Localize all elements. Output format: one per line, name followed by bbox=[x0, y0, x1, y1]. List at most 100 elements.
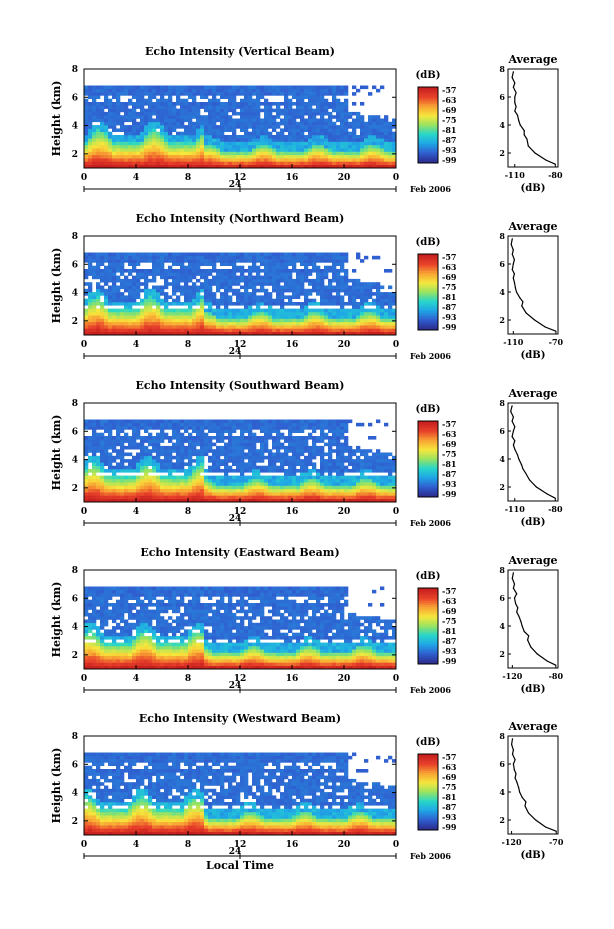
heatmap-cell bbox=[312, 98, 317, 103]
heatmap-cell bbox=[288, 308, 293, 313]
colorbar-tick-label: -63 bbox=[442, 95, 457, 105]
heatmap-cell bbox=[252, 151, 257, 156]
heatmap-cell bbox=[388, 331, 393, 336]
heatmap-cell bbox=[300, 422, 305, 427]
colorbar-segment bbox=[418, 102, 438, 105]
heatmap-cell bbox=[168, 111, 173, 116]
heatmap-cell bbox=[164, 302, 169, 306]
heatmap-cell bbox=[188, 426, 193, 430]
profile-point bbox=[515, 291, 518, 293]
heatmap-cell bbox=[228, 325, 233, 329]
heatmap-cell bbox=[92, 92, 97, 96]
heatmap-cell bbox=[276, 272, 281, 276]
heatmap-cell bbox=[380, 125, 385, 129]
heatmap-cell bbox=[320, 144, 325, 149]
heatmap-cell bbox=[348, 285, 353, 290]
heatmap-cell bbox=[384, 311, 389, 316]
heatmap-cell bbox=[88, 305, 93, 309]
heatmap-cell bbox=[120, 298, 125, 303]
heatmap-cell bbox=[288, 445, 293, 450]
heatmap-cell bbox=[260, 485, 265, 490]
heatmap-cell bbox=[84, 328, 89, 332]
heatmap-cell bbox=[96, 455, 101, 460]
heatmap-cell bbox=[340, 164, 345, 169]
heatmap-cell bbox=[316, 498, 321, 503]
heatmap-cell bbox=[248, 488, 253, 493]
heatmap-cell bbox=[340, 158, 345, 162]
heatmap-cell bbox=[220, 262, 225, 266]
heatmap-cell bbox=[272, 135, 277, 139]
heatmap-cell bbox=[256, 128, 261, 132]
heatmap-cell bbox=[164, 328, 169, 332]
heatmap-cell bbox=[112, 321, 117, 326]
heatmap-cell bbox=[176, 439, 181, 443]
heatmap-cell bbox=[84, 485, 89, 490]
heatmap-cell bbox=[204, 422, 209, 427]
heatmap-cell bbox=[132, 298, 137, 303]
heatmap-cell bbox=[344, 121, 349, 126]
heatmap-cell bbox=[380, 118, 385, 123]
heatmap-cell bbox=[84, 308, 89, 313]
heatmap-cell bbox=[172, 488, 177, 493]
heatmap-cell bbox=[280, 275, 285, 280]
heatmap-cell bbox=[160, 88, 165, 93]
heatmap-cell bbox=[372, 315, 377, 319]
heatmap-cell bbox=[284, 98, 289, 103]
colorbar-segment bbox=[418, 96, 438, 99]
heatmap-cell bbox=[268, 308, 273, 313]
heatmap-cell bbox=[116, 105, 121, 109]
heatmap-cell bbox=[100, 449, 105, 453]
heatmap-cell bbox=[248, 492, 253, 496]
heatmap-cell bbox=[304, 422, 309, 427]
heatmap-cell bbox=[100, 426, 105, 430]
heatmap-cell bbox=[280, 432, 285, 437]
heatmap-cell bbox=[264, 144, 269, 149]
heatmap-cell bbox=[88, 108, 93, 113]
heatmap-cell bbox=[196, 478, 201, 483]
heatmap-cell bbox=[212, 328, 217, 332]
heatmap-cell bbox=[236, 318, 241, 323]
heatmap-cell bbox=[236, 255, 241, 260]
heatmap-cell bbox=[96, 439, 101, 443]
heatmap-cell bbox=[132, 445, 137, 450]
heatmap-cell bbox=[368, 115, 373, 119]
heatmap-cell bbox=[304, 151, 309, 156]
heatmap-cell bbox=[256, 305, 261, 309]
heatmap-cell bbox=[352, 128, 357, 132]
colorbar-segment bbox=[418, 254, 438, 257]
colorbar-segment bbox=[418, 159, 438, 162]
heatmap-cell bbox=[296, 445, 301, 450]
heatmap-cell bbox=[308, 158, 313, 162]
heatmap-cell bbox=[236, 282, 241, 286]
heatmap-cell bbox=[372, 318, 377, 323]
heatmap-cell bbox=[196, 331, 201, 336]
heatmap-cell bbox=[132, 426, 137, 430]
heatmap-cell bbox=[316, 108, 321, 113]
profile-point bbox=[544, 326, 546, 328]
heatmap-cell bbox=[132, 111, 137, 116]
heatmap-cell bbox=[296, 469, 301, 473]
heatmap-cell bbox=[252, 98, 257, 103]
heatmap-cell bbox=[320, 321, 325, 326]
heatmap-cell bbox=[264, 469, 269, 473]
heatmap-cell bbox=[192, 272, 197, 276]
heatmap-cell bbox=[320, 311, 325, 316]
heatmap-cell bbox=[164, 151, 169, 156]
heatmap-cell bbox=[272, 426, 277, 430]
heatmap-cell bbox=[252, 102, 257, 106]
heatmap-cell bbox=[112, 492, 117, 496]
heatmap-cell bbox=[172, 102, 177, 106]
heatmap-cell bbox=[192, 164, 197, 169]
heatmap-cell bbox=[208, 161, 213, 165]
heatmap-cell bbox=[164, 259, 169, 263]
heatmap-cell bbox=[340, 144, 345, 149]
heatmap-cell bbox=[140, 154, 145, 159]
heatmap-cell bbox=[368, 135, 373, 139]
heatmap-cell bbox=[188, 262, 193, 266]
heatmap-cell bbox=[244, 469, 249, 473]
heatmap-cell bbox=[204, 95, 209, 99]
heatmap-cell bbox=[284, 311, 289, 316]
heatmap-cell bbox=[280, 144, 285, 149]
heatmap-cell bbox=[240, 331, 245, 336]
heatmap-cell bbox=[244, 111, 249, 116]
